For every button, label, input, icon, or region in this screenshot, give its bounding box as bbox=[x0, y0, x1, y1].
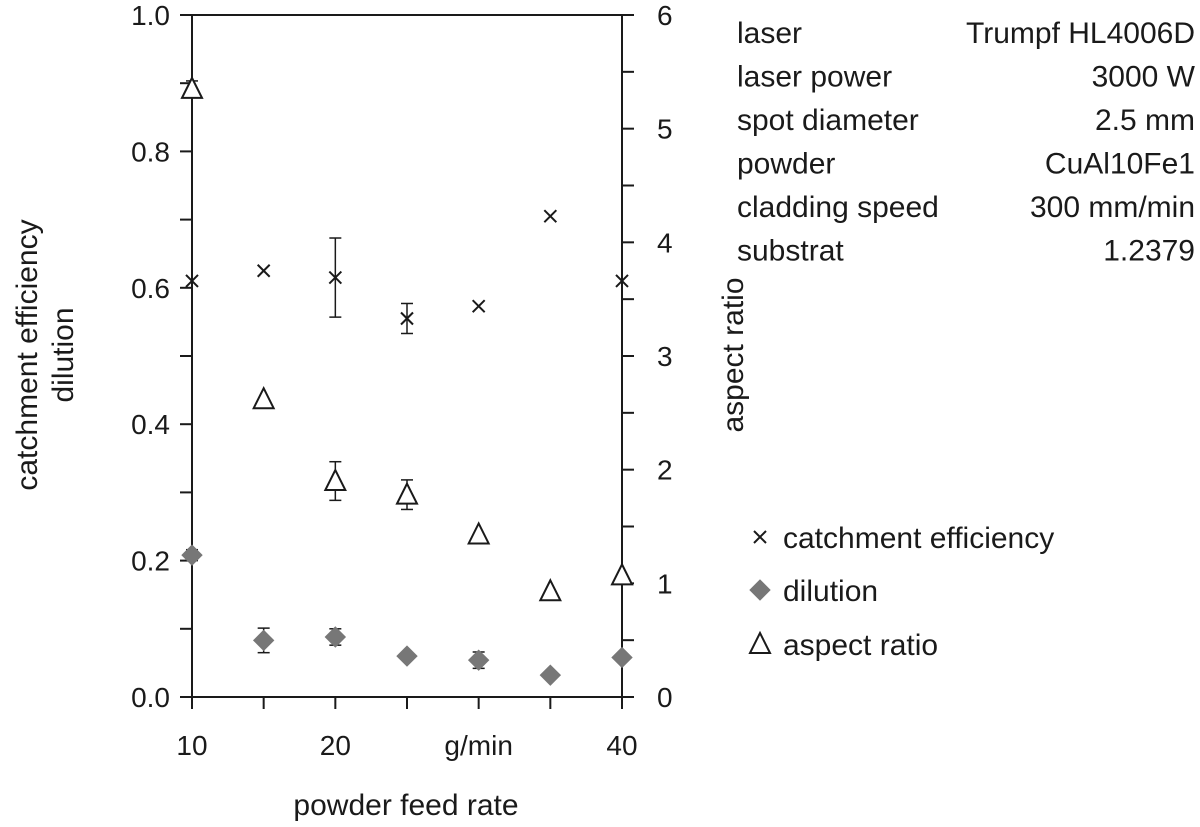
data-point-x bbox=[400, 311, 414, 326]
data-point-diamond bbox=[252, 629, 275, 652]
legend-label: aspect ratio bbox=[783, 629, 938, 662]
marker-stroke bbox=[471, 299, 486, 313]
marker-stroke bbox=[543, 209, 558, 223]
data-point-diamond bbox=[324, 626, 347, 648]
parameter-value: 300 mm/min bbox=[1030, 191, 1195, 224]
y-right-tick-label: 2 bbox=[657, 455, 673, 486]
legend-symbol bbox=[753, 530, 767, 544]
y-left-tick-label: 0.2 bbox=[131, 546, 170, 577]
data-point-diamond bbox=[539, 664, 562, 686]
x-tick-label: 20 bbox=[320, 730, 351, 761]
data-point-diamond bbox=[181, 544, 203, 566]
parameter-label: cladding speed bbox=[737, 191, 939, 224]
data-point-triangle bbox=[252, 385, 276, 410]
legend-marker-triangle bbox=[748, 630, 772, 654]
y-axis-right-title: aspect ratio bbox=[717, 277, 750, 432]
ticks: 0.0 0.2 0.4 0.6 0.8 1.0 0 1 2 3 4 5 6 10 20 g/min 40 bbox=[131, 0, 673, 761]
data-point-triangle bbox=[395, 481, 419, 505]
data-point-x bbox=[256, 264, 271, 278]
x-axis-title: powder feed rate bbox=[293, 789, 518, 822]
data-point-diamond bbox=[467, 649, 490, 671]
parameter-label: laser bbox=[737, 17, 802, 50]
data-point-triangle bbox=[467, 521, 491, 545]
data-point-triangle bbox=[180, 75, 204, 99]
parameter-value: 3000 W bbox=[1092, 61, 1196, 94]
x-tick-label: 10 bbox=[176, 730, 207, 761]
legend-label: catchment efficiency bbox=[783, 522, 1054, 555]
marker-stroke bbox=[328, 270, 343, 285]
y-left-tick-label: 0.8 bbox=[131, 136, 170, 167]
data-point-x bbox=[185, 274, 199, 288]
parameter-label: spot diameter bbox=[737, 104, 919, 137]
y-left-tick-label: 0.4 bbox=[131, 409, 170, 440]
legend-item-aspect-ratio: aspect ratio bbox=[748, 629, 938, 662]
parameter-value: Trumpf HL4006D bbox=[966, 17, 1195, 50]
legend-symbol bbox=[748, 630, 772, 654]
legend-item-dilution: dilution bbox=[749, 575, 878, 608]
x-tick-label: 40 bbox=[606, 730, 637, 761]
legend-marker-diamond bbox=[749, 579, 771, 601]
parameter-value: 1.2379 bbox=[1103, 235, 1195, 268]
parameter-table: laser Trumpf HL4006D laser power 3000 W spot… bbox=[737, 17, 1196, 268]
marker-stroke bbox=[400, 311, 414, 326]
data-point-triangle bbox=[323, 467, 347, 492]
marker-stroke bbox=[753, 530, 767, 544]
marker-stroke bbox=[185, 274, 199, 288]
data-point-triangle bbox=[538, 578, 562, 602]
y-right-tick-label: 1 bbox=[657, 568, 673, 599]
parameter-label: laser power bbox=[737, 61, 892, 94]
x-tick-label: g/min bbox=[444, 730, 512, 761]
y-left-tick-label: 0.6 bbox=[131, 273, 170, 304]
data-marks bbox=[180, 75, 634, 686]
legend-symbol bbox=[749, 579, 771, 601]
legend-label: dilution bbox=[783, 575, 878, 608]
data-point-x bbox=[471, 299, 486, 313]
data-point-x bbox=[328, 270, 343, 285]
legend: catchment efficiency dilution aspect rat… bbox=[748, 522, 1054, 662]
y-left-tick-label: 0.0 bbox=[131, 682, 170, 713]
parameter-value: CuAl10Fe1 bbox=[1045, 148, 1195, 181]
marker-stroke bbox=[615, 274, 629, 288]
y-axis-left-title-line2: dilution bbox=[47, 307, 80, 402]
y-left-tick-label: 1.0 bbox=[131, 0, 170, 31]
parameter-label: substrat bbox=[737, 235, 844, 268]
data-point-diamond bbox=[611, 646, 633, 669]
data-point-diamond bbox=[396, 645, 418, 667]
axis-labels: catchment efficiency dilution aspect rat… bbox=[11, 219, 750, 822]
y-axis-left-title-line1: catchment efficiency bbox=[11, 219, 44, 490]
data-point-triangle bbox=[610, 562, 634, 586]
legend-marker-x bbox=[753, 530, 767, 544]
parameter-label: powder bbox=[737, 148, 835, 181]
y-right-tick-label: 5 bbox=[657, 114, 673, 145]
y-right-tick-label: 0 bbox=[657, 682, 673, 713]
parameter-value: 2.5 mm bbox=[1095, 104, 1195, 137]
marker-stroke bbox=[256, 264, 271, 278]
y-right-tick-label: 6 bbox=[657, 0, 673, 31]
legend-item-catchment-efficiency: catchment efficiency bbox=[753, 522, 1054, 555]
data-point-x bbox=[615, 274, 629, 288]
data-point-x bbox=[543, 209, 558, 223]
y-right-tick-label: 4 bbox=[657, 227, 673, 258]
y-right-tick-label: 3 bbox=[657, 341, 673, 372]
